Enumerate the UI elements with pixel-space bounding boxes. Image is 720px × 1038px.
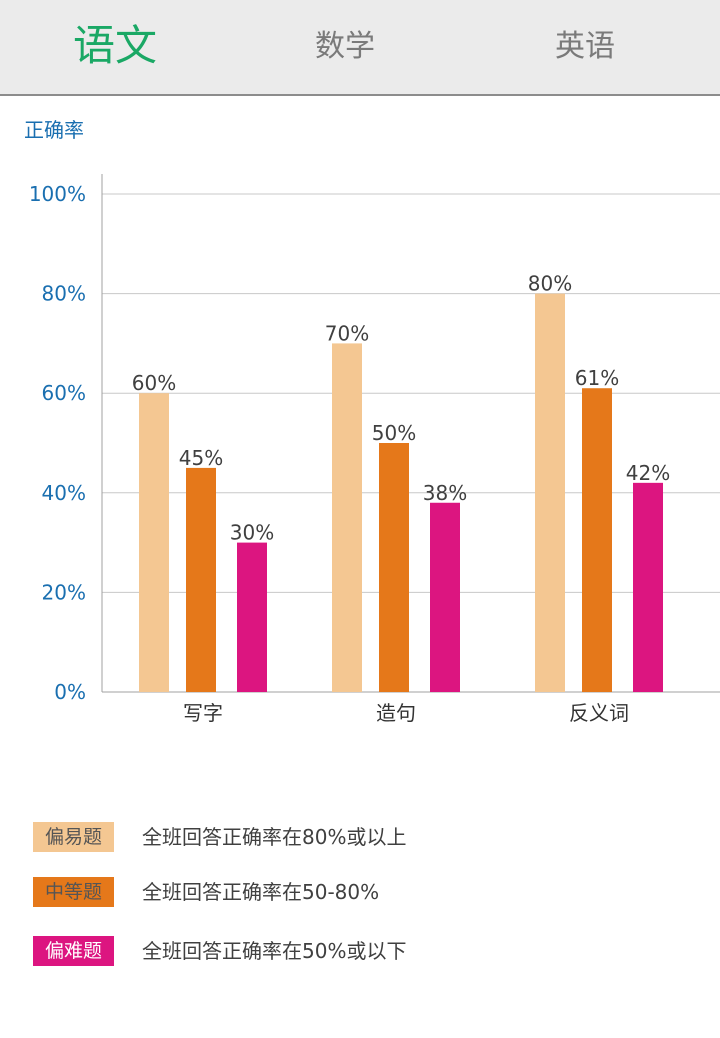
subject-tab-bar: 语文 数学 英语 [0,0,720,96]
bar-easy [332,343,362,692]
bar-medium [186,467,216,692]
data-label: 45% [179,446,223,470]
x-tick-label: 反义词 [569,701,629,725]
y-tick-label: 100% [29,182,86,206]
legend-description-medium: 全班回答正确率在50-80% [142,880,380,904]
data-label: 70% [325,321,369,345]
accuracy-bar-chart: 0% 20% 40% 60% 80% 100% 60% 45% 30% 写字 70% 50% 38% 造句… [29,174,720,725]
y-tick-label: 80% [42,282,86,306]
data-label: 38% [423,481,467,505]
data-label: 30% [230,521,274,545]
data-label: 60% [132,371,176,395]
data-label: 61% [575,366,619,390]
legend-description-hard: 全班回答正确率在50%或以下 [142,939,407,963]
bar-hard [237,542,267,692]
legend-swatch-medium: 中等题 [33,877,114,907]
y-tick-label: 0% [54,680,86,704]
data-label: 50% [372,421,416,445]
tab-math[interactable]: 数学 [315,29,375,64]
bar-easy [535,293,565,692]
tab-chinese[interactable]: 语文 [72,21,157,70]
y-tick-label: 40% [42,481,86,505]
bar-hard [633,482,663,692]
tab-english[interactable]: 英语 [555,29,615,64]
x-tick-label: 写字 [183,701,223,725]
legend-swatch-hard: 偏难题 [33,936,114,966]
data-label: 42% [626,461,670,485]
legend-description-easy: 全班回答正确率在80%或以上 [142,825,407,849]
legend-swatch-easy: 偏易题 [33,822,114,852]
y-tick-label: 60% [42,381,86,405]
data-label: 80% [528,272,572,296]
bar-medium [379,443,409,692]
x-tick-label: 造句 [376,701,416,725]
y-tick-label: 20% [42,580,86,604]
y-axis-title: 正确率 [24,118,84,142]
bar-easy [139,393,169,692]
bar-medium [582,388,612,692]
bar-hard [430,502,460,692]
